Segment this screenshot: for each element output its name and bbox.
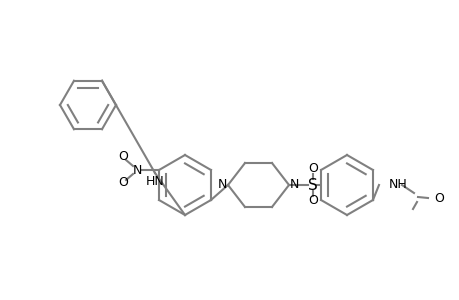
Text: N: N bbox=[132, 164, 141, 176]
Text: O: O bbox=[433, 193, 443, 206]
Text: O: O bbox=[118, 151, 128, 164]
Text: O: O bbox=[308, 163, 317, 176]
Text: N: N bbox=[289, 178, 299, 191]
Text: NH: NH bbox=[388, 178, 407, 191]
Text: N: N bbox=[217, 178, 226, 191]
Text: O: O bbox=[118, 176, 128, 190]
Text: S: S bbox=[308, 178, 317, 193]
Text: O: O bbox=[308, 194, 317, 208]
Text: HN: HN bbox=[146, 175, 164, 188]
